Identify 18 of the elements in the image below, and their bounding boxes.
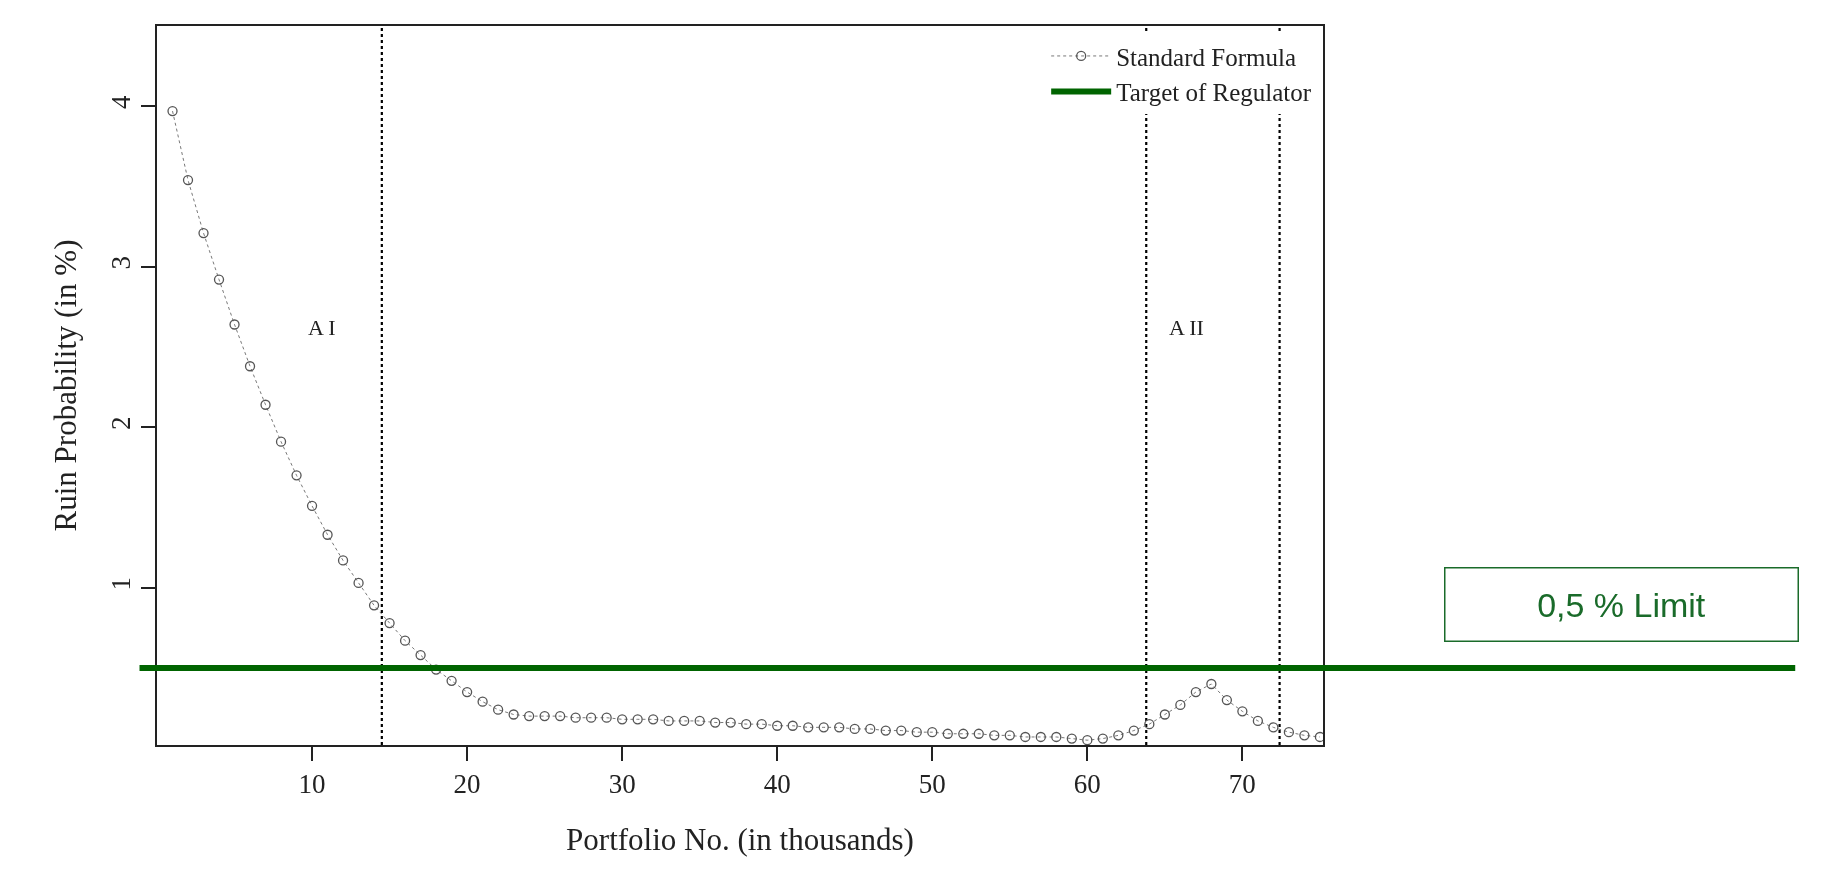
x-tick-label: 20 [453, 769, 481, 800]
x-tick-label: 70 [1228, 769, 1256, 800]
x-tick-label: 40 [763, 769, 791, 800]
y-axis-title: Ruin Probability (in %) [48, 239, 84, 532]
x-tick-label: 50 [918, 769, 946, 800]
x-tick-label: 60 [1073, 769, 1101, 800]
y-tick-label: 1 [106, 576, 137, 591]
legend-label: Target of Regulator [1116, 79, 1312, 107]
y-tick-label: 2 [106, 416, 137, 430]
x-axis-title: Portfolio No. (in thousands) [566, 822, 914, 858]
annotation: A II [1169, 315, 1204, 340]
text: 0,5 % Limit [1537, 585, 1706, 624]
y-tick-label: 4 [106, 94, 137, 109]
x-tick-label: 30 [608, 769, 636, 800]
y-tick-label: 3 [106, 255, 137, 270]
annotation: A I [308, 315, 336, 340]
x-tick-label: 10 [298, 769, 326, 800]
legend-label: Standard Formula [1116, 43, 1297, 71]
